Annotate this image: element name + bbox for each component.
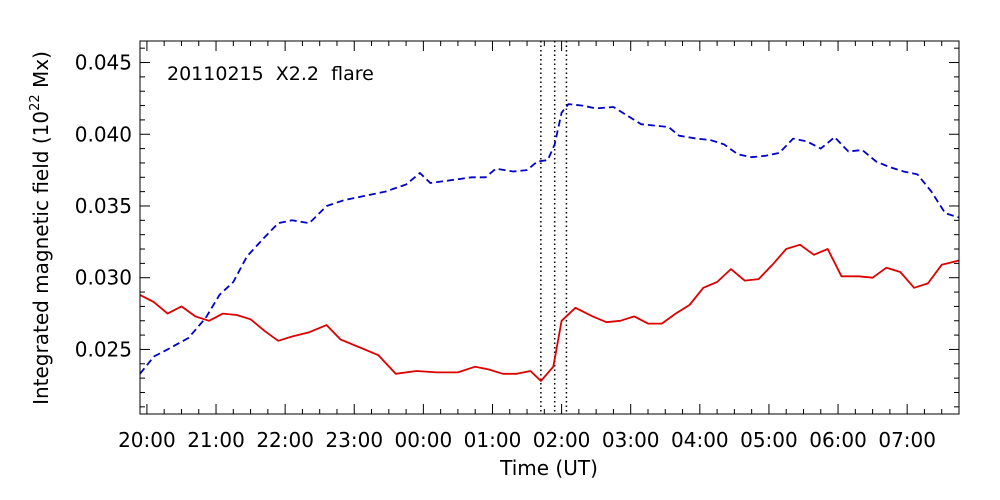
x-tick-label: 22:00 xyxy=(256,428,314,452)
x-tick-label: 03:00 xyxy=(602,428,660,452)
series-line-1 xyxy=(139,243,960,382)
x-tick-label: 02:00 xyxy=(533,428,591,452)
y-axis-label: Integrated magnetic field (1022 Mx) xyxy=(28,51,53,405)
series-line-0 xyxy=(139,103,960,375)
y-tick-label: 0.045 xyxy=(75,51,132,75)
x-tick-label: 23:00 xyxy=(325,428,383,452)
y-tick-label: 0.040 xyxy=(75,122,132,146)
x-tick-label: 05:00 xyxy=(740,428,798,452)
x-tick-label: 01:00 xyxy=(464,428,522,452)
axes: 20:00 21:00 22:00 23:00 00:00 01:00 02:00 03:00… xyxy=(75,41,960,452)
y-tick-label: 0.035 xyxy=(75,194,132,218)
chart-annotation: 20110215 X2.2 flare xyxy=(167,63,374,85)
x-tick-label: 00:00 xyxy=(395,428,453,452)
y-tick-label: 0.025 xyxy=(75,337,132,361)
y-axis-label-main: Integrated magnetic field (10 xyxy=(29,111,53,405)
plot-frame xyxy=(139,40,960,415)
x-tick-label: 20:00 xyxy=(118,428,176,452)
y-tick-label: 0.030 xyxy=(75,266,132,290)
x-tick-label: 04:00 xyxy=(671,428,729,452)
y-axis-label-unit: Mx) xyxy=(29,51,53,94)
x-tick-label: 21:00 xyxy=(187,428,245,452)
y-axis-label-exponent: 22 xyxy=(28,94,43,111)
x-axis-label: Time (UT) xyxy=(499,456,598,480)
x-tick-label: 06:00 xyxy=(809,428,867,452)
x-tick-label: 07:00 xyxy=(878,428,936,452)
plot-area xyxy=(139,41,960,414)
